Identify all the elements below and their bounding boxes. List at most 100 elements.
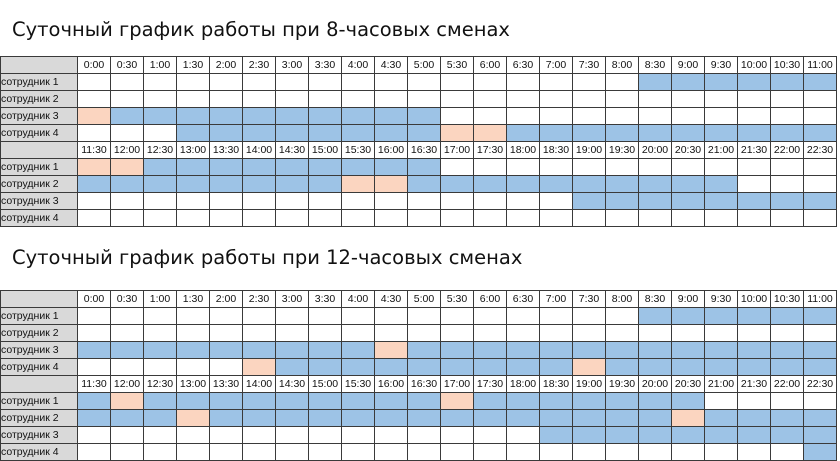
work-slot (803, 358, 837, 376)
off-slot (539, 90, 573, 108)
employee-name: сотрудник 3 (0, 426, 78, 444)
work-slot (737, 73, 771, 91)
work-slot (308, 392, 342, 410)
off-slot (176, 426, 210, 444)
work-slot (638, 192, 672, 210)
employee-row: сотрудник 4 (0, 209, 837, 227)
work-slot (671, 192, 705, 210)
off-slot (638, 324, 672, 342)
off-slot (341, 426, 375, 444)
off-slot (704, 107, 738, 125)
off-slot (77, 90, 111, 108)
off-slot (275, 90, 309, 108)
break-slot (341, 175, 375, 193)
off-slot (308, 324, 342, 342)
time-label: 6:30 (506, 56, 540, 74)
work-slot (176, 158, 210, 176)
work-slot (143, 158, 177, 176)
off-slot (176, 73, 210, 91)
off-slot (671, 158, 705, 176)
time-label: 18:00 (506, 141, 540, 159)
work-slot (308, 341, 342, 359)
off-slot (143, 73, 177, 91)
off-slot (506, 73, 540, 91)
time-label: 20:30 (671, 375, 705, 393)
work-slot (605, 192, 639, 210)
off-slot (407, 73, 441, 91)
work-slot (341, 358, 375, 376)
schedule-table: 0:00 0:30 1:00 1:30 2:00 2:30 3:00 3:30 4:00 4:30… (0, 290, 837, 461)
off-slot (341, 90, 375, 108)
time-label: 15:00 (308, 141, 342, 159)
work-slot (308, 358, 342, 376)
work-slot (176, 107, 210, 125)
work-slot (275, 409, 309, 427)
off-slot (440, 73, 474, 91)
off-slot (770, 209, 804, 227)
time-label: 17:00 (440, 141, 474, 159)
off-slot (605, 443, 639, 461)
off-slot (242, 192, 276, 210)
off-slot (176, 358, 210, 376)
time-label: 21:30 (737, 141, 771, 159)
off-slot (143, 426, 177, 444)
work-slot (209, 107, 243, 125)
work-slot (506, 358, 540, 376)
time-label: 7:00 (539, 56, 573, 74)
time-header-row: 0:00 0:30 1:00 1:30 2:00 2:30 3:00 3:30 4:00 4:30… (0, 290, 837, 308)
break-slot (671, 409, 705, 427)
work-slot (275, 124, 309, 142)
schedule-title: Суточный график работы при 8-часовых сме… (12, 18, 510, 41)
work-slot (341, 409, 375, 427)
work-slot (440, 341, 474, 359)
time-label: 4:30 (374, 56, 408, 74)
work-slot (242, 392, 276, 410)
off-slot (539, 443, 573, 461)
off-slot (242, 209, 276, 227)
work-slot (671, 358, 705, 376)
off-slot (473, 192, 507, 210)
time-label: 10:00 (737, 56, 771, 74)
time-label: 3:30 (308, 290, 342, 308)
work-slot (539, 358, 573, 376)
time-label: 11:30 (77, 375, 111, 393)
off-slot (506, 324, 540, 342)
time-label: 1:00 (143, 290, 177, 308)
off-slot (572, 443, 606, 461)
work-slot (638, 392, 672, 410)
time-label: 8:30 (638, 56, 672, 74)
employee-row: сотрудник 2 (0, 324, 837, 342)
work-slot (209, 158, 243, 176)
time-label: 4:30 (374, 290, 408, 308)
time-label: 13:00 (176, 375, 210, 393)
work-slot (176, 175, 210, 193)
header-corner (0, 56, 78, 74)
work-slot (704, 426, 738, 444)
work-slot (242, 124, 276, 142)
off-slot (704, 158, 738, 176)
work-slot (704, 358, 738, 376)
off-slot (605, 73, 639, 91)
off-slot (308, 209, 342, 227)
work-slot (77, 409, 111, 427)
work-slot (572, 341, 606, 359)
work-slot (440, 358, 474, 376)
work-slot (275, 175, 309, 193)
work-slot (737, 341, 771, 359)
off-slot (473, 209, 507, 227)
off-slot (638, 90, 672, 108)
work-slot (737, 358, 771, 376)
off-slot (143, 90, 177, 108)
work-slot (770, 307, 804, 325)
time-label: 20:30 (671, 141, 705, 159)
work-slot (407, 341, 441, 359)
time-label: 11:30 (77, 141, 111, 159)
off-slot (572, 324, 606, 342)
work-slot (737, 426, 771, 444)
work-slot (473, 409, 507, 427)
break-slot (110, 158, 144, 176)
work-slot (539, 426, 573, 444)
off-slot (506, 107, 540, 125)
off-slot (77, 443, 111, 461)
employee-name: сотрудник 1 (0, 307, 78, 325)
